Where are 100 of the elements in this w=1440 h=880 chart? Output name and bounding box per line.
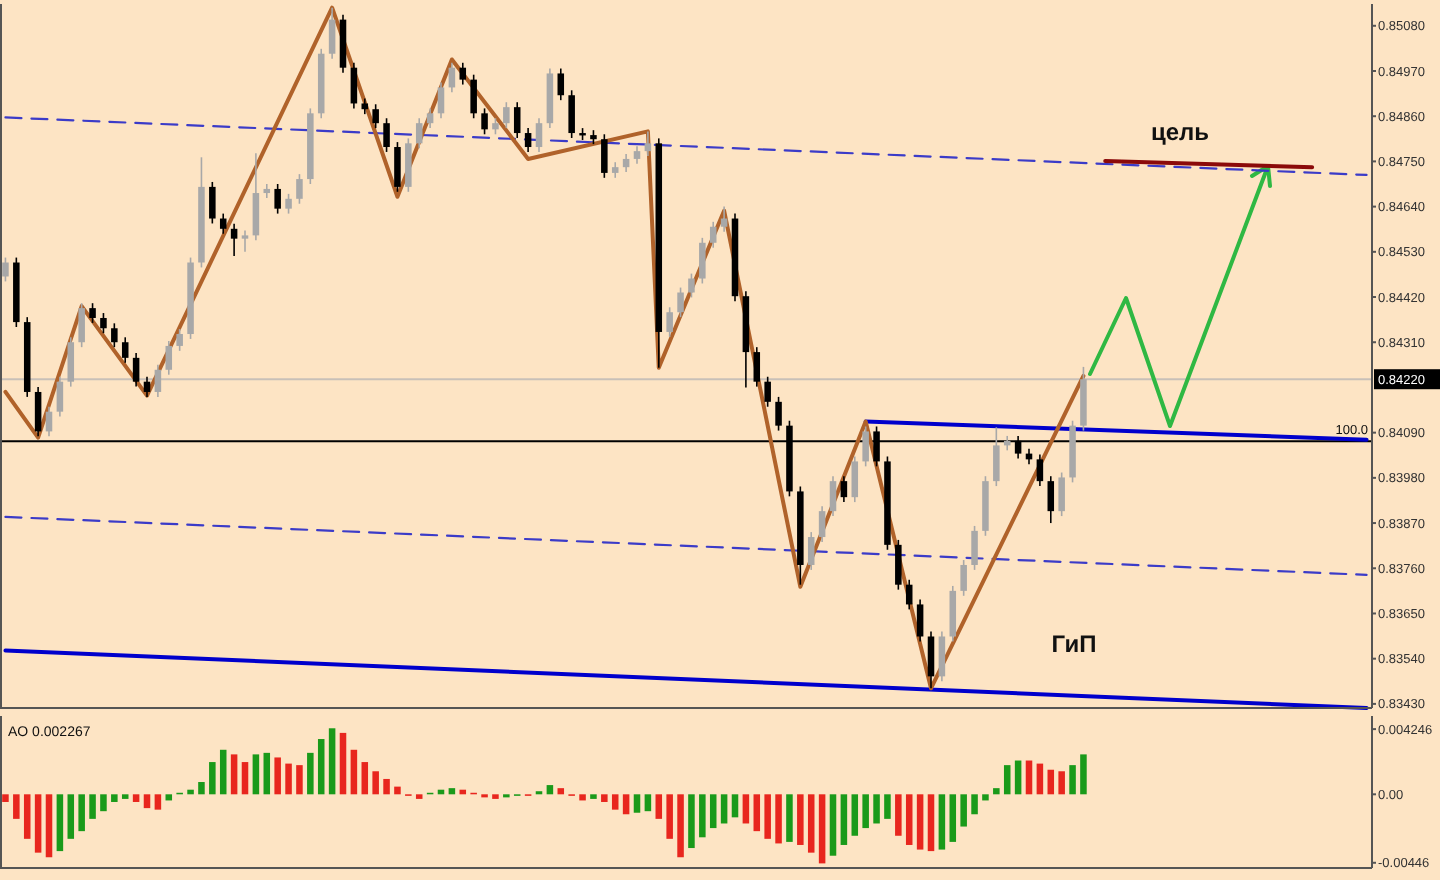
bar — [1069, 765, 1076, 795]
candlestick — [862, 425, 869, 468]
bar — [840, 794, 848, 845]
annotation: цель — [1150, 118, 1210, 146]
candlestick — [252, 152, 260, 242]
bar — [165, 794, 173, 801]
candlestick — [1080, 366, 1087, 432]
candlestick — [851, 455, 859, 503]
candlestick — [132, 352, 140, 388]
bar — [764, 794, 771, 839]
bar — [677, 794, 684, 858]
bar — [285, 763, 292, 795]
candlestick — [524, 127, 532, 153]
candlestick — [971, 525, 978, 571]
bar — [688, 794, 695, 849]
bar — [557, 788, 565, 795]
candlestick — [209, 181, 216, 225]
candlestick — [503, 101, 510, 129]
bar — [884, 794, 891, 819]
bar — [78, 794, 85, 832]
bar — [34, 794, 42, 853]
bar — [209, 762, 216, 795]
candlestick — [405, 137, 412, 193]
bar — [361, 762, 369, 795]
candlestick — [176, 328, 183, 352]
candlestick — [89, 302, 96, 324]
bar — [916, 794, 924, 850]
candlestick — [481, 107, 488, 136]
candlestick — [557, 67, 565, 101]
candlestick — [699, 237, 706, 285]
bar — [666, 794, 673, 839]
candlestick — [328, 6, 336, 60]
bar — [339, 732, 347, 795]
candlestick — [677, 286, 684, 318]
candlestick — [829, 475, 837, 517]
candlestick — [1047, 475, 1055, 524]
bar — [1003, 765, 1011, 795]
bar — [241, 762, 249, 795]
candlestick — [230, 223, 238, 257]
bar — [601, 794, 608, 802]
bar — [13, 794, 20, 819]
bar — [982, 794, 989, 801]
bar — [263, 752, 271, 795]
bar — [198, 782, 205, 795]
candlestick — [916, 598, 924, 643]
candlestick — [459, 61, 467, 86]
candlestick — [688, 272, 695, 299]
bar — [742, 794, 750, 824]
candlestick — [372, 103, 379, 129]
bar — [350, 749, 358, 795]
candlestick — [143, 375, 151, 398]
bar — [927, 794, 935, 852]
bar — [394, 786, 401, 795]
candlestick — [535, 117, 543, 153]
bar — [753, 794, 761, 832]
candlestick — [2, 256, 9, 283]
candlestick — [644, 130, 652, 157]
bar — [851, 794, 859, 836]
bar — [709, 794, 717, 829]
candlestick — [285, 193, 292, 215]
candlestick — [67, 336, 75, 388]
bar — [1014, 760, 1022, 795]
candlestick — [895, 539, 902, 591]
candlestick — [1036, 453, 1044, 487]
bar — [786, 794, 793, 842]
candlestick — [78, 302, 85, 348]
bar — [633, 794, 641, 813]
bar — [252, 754, 260, 795]
bar — [100, 794, 107, 812]
bar — [317, 739, 325, 795]
candlestick — [709, 221, 717, 249]
candlestick — [666, 306, 673, 338]
bar — [720, 794, 728, 824]
candlestick — [394, 141, 401, 193]
bar — [699, 794, 706, 838]
candlestick — [960, 559, 967, 597]
bar — [655, 794, 663, 819]
bar — [895, 794, 902, 836]
bar — [797, 794, 804, 845]
candlestick — [437, 81, 445, 120]
candlestick — [111, 322, 118, 348]
bar — [307, 752, 314, 795]
candlestick — [34, 386, 42, 438]
bar — [1047, 769, 1055, 795]
bar — [187, 789, 194, 795]
candlestick — [121, 336, 129, 364]
candlestick — [241, 229, 249, 253]
bar — [862, 794, 869, 829]
candlestick — [753, 346, 761, 388]
candlestick — [1058, 471, 1065, 517]
bar — [579, 794, 586, 801]
bar — [67, 794, 75, 839]
candlestick — [383, 117, 390, 153]
candlestick — [274, 183, 281, 215]
bar — [949, 794, 957, 842]
candlestick — [513, 101, 521, 139]
bar — [807, 794, 815, 853]
candlestick — [764, 375, 771, 408]
bar — [1025, 760, 1033, 795]
candlestick — [927, 630, 935, 690]
